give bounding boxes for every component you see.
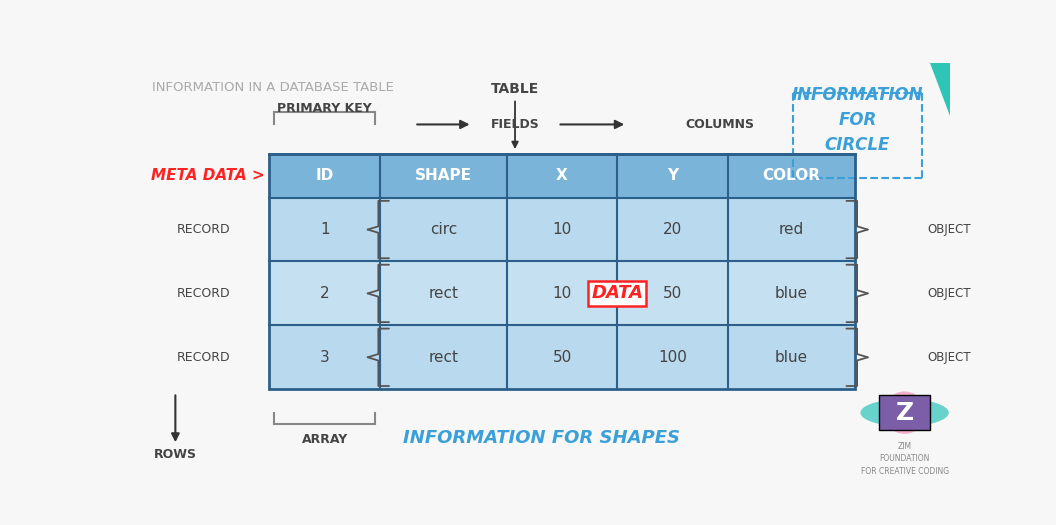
Bar	[269, 154, 854, 197]
Text: 100: 100	[658, 350, 687, 365]
Text: COLUMNS: COLUMNS	[685, 118, 754, 131]
Text: META DATA >: META DATA >	[151, 169, 265, 183]
Text: 10: 10	[552, 222, 571, 237]
Bar	[269, 261, 854, 326]
Text: COLOR: COLOR	[762, 169, 821, 183]
Text: 3: 3	[320, 350, 329, 365]
Text: INFORMATION IN A DATABASE TABLE: INFORMATION IN A DATABASE TABLE	[152, 81, 394, 94]
Ellipse shape	[883, 392, 926, 434]
Text: 10: 10	[552, 286, 571, 301]
Text: ID: ID	[316, 169, 334, 183]
Text: OBJECT: OBJECT	[927, 351, 972, 364]
Bar	[269, 154, 854, 389]
Polygon shape	[930, 63, 950, 116]
Text: circ: circ	[430, 222, 457, 237]
Text: ARRAY: ARRAY	[302, 433, 347, 446]
Text: RECORD: RECORD	[177, 287, 231, 300]
Text: OBJECT: OBJECT	[927, 287, 972, 300]
Text: INFORMATION
FOR
CIRCLE: INFORMATION FOR CIRCLE	[792, 86, 923, 154]
Text: FIELDS: FIELDS	[491, 118, 540, 131]
Text: INFORMATION FOR SHAPES: INFORMATION FOR SHAPES	[402, 429, 680, 447]
Text: 20: 20	[663, 222, 682, 237]
Text: Z: Z	[895, 401, 913, 425]
Text: X: X	[557, 169, 568, 183]
Bar	[269, 197, 854, 261]
Text: DATA: DATA	[591, 285, 643, 302]
Ellipse shape	[861, 399, 948, 426]
Text: red: red	[778, 222, 804, 237]
Text: 2: 2	[320, 286, 329, 301]
Text: RECORD: RECORD	[177, 351, 231, 364]
Text: PRIMARY KEY: PRIMARY KEY	[278, 102, 372, 115]
Text: TABLE: TABLE	[491, 82, 540, 96]
Text: blue: blue	[775, 286, 808, 301]
Text: blue: blue	[775, 350, 808, 365]
FancyBboxPatch shape	[880, 395, 930, 430]
Text: rect: rect	[429, 286, 458, 301]
Text: Y: Y	[667, 169, 678, 183]
Text: OBJECT: OBJECT	[927, 223, 972, 236]
Text: 1: 1	[320, 222, 329, 237]
Bar	[269, 326, 854, 389]
Text: RECORD: RECORD	[177, 223, 231, 236]
Text: 50: 50	[663, 286, 682, 301]
Text: ZIM
FOUNDATION
FOR CREATIVE CODING: ZIM FOUNDATION FOR CREATIVE CODING	[861, 442, 948, 476]
Text: rect: rect	[429, 350, 458, 365]
Text: 50: 50	[552, 350, 571, 365]
Text: ROWS: ROWS	[154, 448, 196, 461]
Text: SHAPE: SHAPE	[415, 169, 472, 183]
